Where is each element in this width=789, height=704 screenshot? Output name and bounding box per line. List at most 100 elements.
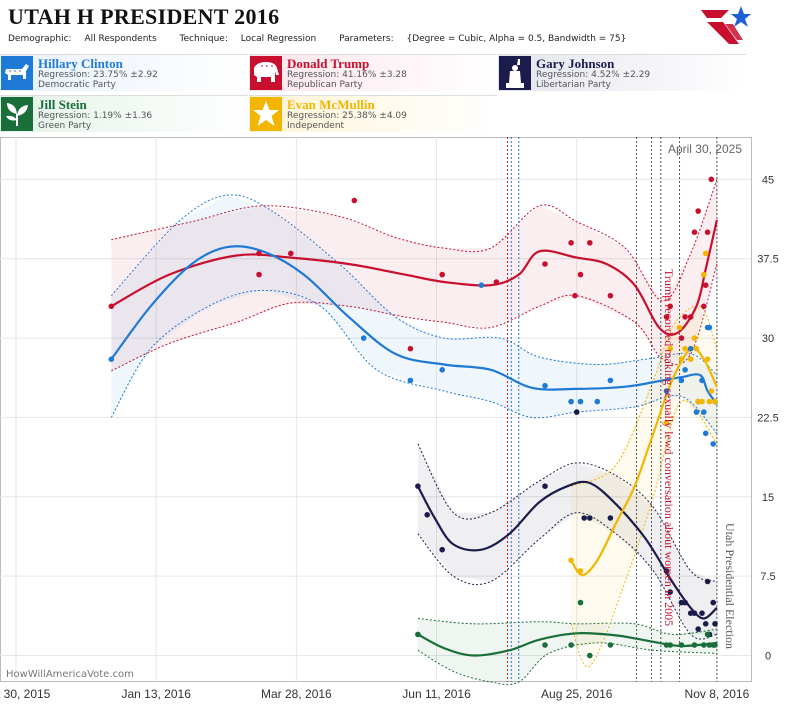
gary-johnson-poll-point <box>607 515 614 521</box>
y-tick-label: 15 <box>762 492 774 504</box>
plot-frame <box>0 137 752 682</box>
donald-trump-poll-point <box>351 197 358 204</box>
evan-mcmullin-band <box>571 306 717 667</box>
donald-trump-band <box>111 179 717 371</box>
jill-stein-poll-point <box>701 642 707 648</box>
donald-trump-poll-point <box>587 240 593 246</box>
annotation-election: Utah Presidential Election <box>723 523 737 649</box>
evan-mcmullin-poll-point <box>577 568 584 574</box>
y-tick-label: 22.5 <box>757 412 778 424</box>
legend-item-clinton[interactable]: Hillary Clinton Regression: 23.75% ±2.92… <box>0 54 248 91</box>
jill-stein-poll-point <box>587 652 593 659</box>
donald-trump-poll-point <box>493 279 500 285</box>
gary-johnson-poll-point <box>587 515 593 521</box>
donald-trump-poll-point <box>678 335 685 341</box>
gary-johnson-trend-line <box>416 480 718 620</box>
hillary-clinton-poll-point <box>704 324 711 331</box>
y-tick-label: 7.5 <box>760 571 775 583</box>
evan-mcmullin-poll-point <box>693 345 700 352</box>
hillary-clinton-poll-point <box>594 398 601 405</box>
candidate-party: Democratic Party <box>38 80 116 90</box>
x-tick-label: Aug 25, 2016 <box>541 687 613 701</box>
jill-stein-poll-point <box>415 631 421 638</box>
donald-trump-poll-point <box>288 250 294 257</box>
demographic-label: Demographic: <box>8 34 72 44</box>
candidate-party: Green Party <box>38 121 92 131</box>
gary-johnson-poll-point <box>667 589 673 595</box>
regression-chart: 0 7.5 15 22.5 30 37.5 45 Oct 30, 2015 Jan 13, 2… <box>0 137 779 701</box>
candidate-name: Jill Stein <box>38 97 87 112</box>
watermark: HowWillAmericaVote.com <box>6 669 134 680</box>
donald-trump-poll-point <box>687 314 694 320</box>
legend-item-stein[interactable]: Jill Stein Regression: 1.19% ±1.36 Green… <box>0 95 248 132</box>
technique-label: Technique: <box>179 34 228 44</box>
gary-johnson-poll-point <box>573 409 580 415</box>
poll-points <box>108 176 718 659</box>
donald-trump-poll-point <box>704 229 711 235</box>
x-tick-label: Nov 8, 2016 <box>685 687 750 701</box>
donald-trump-poll-point <box>256 271 262 278</box>
site-logo <box>701 6 751 44</box>
hillary-clinton-poll-point <box>687 345 694 352</box>
gary-johnson-poll-point <box>710 599 716 606</box>
technique-value: Local Regression <box>240 34 317 44</box>
hillary-clinton-lower-bound <box>110 289 718 434</box>
donald-trump-poll-point <box>682 314 688 320</box>
evan-mcmullin-poll-point <box>691 335 698 341</box>
gary-johnson-poll-point <box>682 599 688 606</box>
evan-mcmullin-poll-point <box>568 557 574 564</box>
gary-johnson-upper-bound <box>417 443 718 582</box>
evan-mcmullin-poll-point <box>706 398 713 405</box>
candidate-regression: Regression: 1.19% ±1.36 <box>38 111 153 121</box>
candidate-regression: Regression: 4.52% ±2.29 <box>536 70 651 80</box>
evan-mcmullin-poll-point <box>701 271 707 278</box>
x-axis-labels: Oct 30, 2015 Jan 13, 2016 Mar 28, 2016 Jun … <box>0 687 750 701</box>
evan-mcmullin-poll-point <box>676 324 683 331</box>
demographic-value: All Respondents <box>84 34 157 44</box>
gary-johnson-poll-point <box>695 626 701 632</box>
hillary-clinton-poll-point <box>693 409 700 415</box>
hillary-clinton-poll-point <box>360 335 367 341</box>
donald-trump-poll-point <box>708 176 715 183</box>
legend-item-johnson[interactable]: Gary Johnson Regression: 4.52% ±2.29 Lib… <box>498 54 746 91</box>
hillary-clinton-poll-point <box>682 367 688 373</box>
leaf-icon <box>1 97 33 131</box>
donkey-icon <box>1 56 33 90</box>
hillary-clinton-poll-point <box>710 441 716 447</box>
star-icon <box>250 97 282 131</box>
hillary-clinton-poll-point <box>568 398 574 405</box>
x-tick-label: Oct 30, 2015 <box>0 687 51 701</box>
hillary-clinton-poll-point <box>702 430 709 437</box>
donald-trump-poll-point <box>256 250 262 257</box>
y-tick-label: 37.5 <box>757 254 778 266</box>
donald-trump-poll-point <box>663 314 670 320</box>
y-tick-label: 30 <box>762 333 774 345</box>
hillary-clinton-poll-point <box>678 377 685 384</box>
gary-johnson-poll-point <box>699 610 705 616</box>
elephant-icon <box>250 56 282 90</box>
jill-stein-poll-point <box>704 631 711 638</box>
chart-title: UTAH H PRESIDENT 2016 <box>8 4 280 29</box>
x-tick-label: Mar 28, 2016 <box>261 687 332 701</box>
gary-johnson-band <box>417 443 717 635</box>
hillary-clinton-upper-bound <box>110 194 718 376</box>
gary-johnson-poll-point <box>424 512 431 518</box>
hillary-clinton-poll-point <box>407 377 414 384</box>
gary-johnson-poll-point <box>712 621 718 627</box>
hillary-clinton-poll-point <box>701 409 707 415</box>
jill-stein-band <box>417 618 717 682</box>
evan-mcmullin-poll-point <box>704 356 711 362</box>
donald-trump-poll-point <box>439 271 446 278</box>
candidate-regression: Regression: 23.75% ±2.92 <box>38 70 158 80</box>
gary-johnson-poll-point <box>663 568 670 574</box>
parameters-value: {Degree = Cubic, Alpha = 0.5, Bandwidth … <box>406 34 627 44</box>
hillary-clinton-poll-point <box>699 377 705 384</box>
donald-trump-poll-point <box>702 282 709 288</box>
y-tick-label: 45 <box>762 174 774 186</box>
legend-item-mcmullin[interactable]: Evan McMullin Regression: 25.38% ±4.09 I… <box>249 95 497 132</box>
confidence-bands <box>110 179 718 686</box>
jill-stein-poll-point <box>542 642 548 648</box>
jill-stein-poll-point <box>667 642 673 648</box>
hillary-clinton-poll-point <box>577 398 584 405</box>
legend-item-trump[interactable]: Donald Trump Regression: 41.16% ±3.28 Re… <box>249 54 497 91</box>
